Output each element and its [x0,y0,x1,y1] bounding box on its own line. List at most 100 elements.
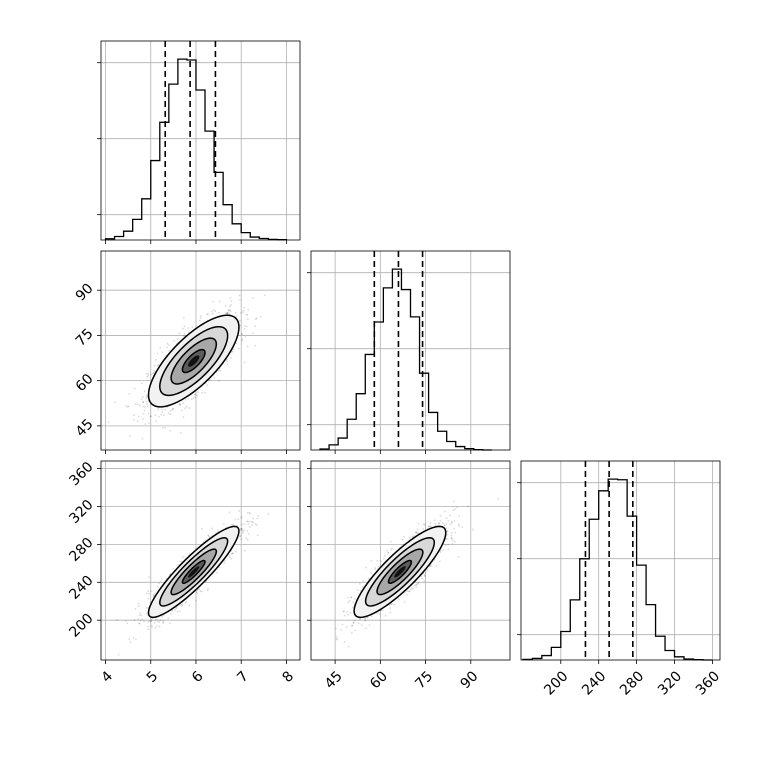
scatter-point [126,622,129,625]
scatter-point [134,608,137,610]
scatter-point [147,620,150,623]
scatter-point [383,555,386,557]
scatter-point [251,520,253,523]
scatter-point [445,522,448,525]
scatter-point [199,590,202,592]
density-peak [188,355,200,367]
scatter-point [379,613,381,615]
scatter-point [435,565,438,567]
scatter-point [343,641,346,643]
scatter-point [237,347,240,350]
scatter-point [245,325,248,328]
scatter-point [211,310,213,313]
scatter-point [167,617,170,620]
scatter-point [242,309,245,312]
scatter-point [153,621,156,624]
scatter-point [350,596,353,599]
scatter-point [145,397,148,399]
x-tick-label: 320 [655,668,685,698]
scatter-point [167,412,170,415]
scatter-point [457,523,460,526]
scatter-point [387,552,390,554]
scatter-point [174,608,177,611]
scatter-point [467,505,470,508]
scatter-point [429,522,432,525]
scatter-point [153,592,156,595]
scatter-panel-param-0-vs-param-1: 45 60 75 90 [73,250,301,454]
scatter-point [150,620,153,622]
scatter-point [352,622,355,625]
scatter-point [357,622,360,625]
scatter-point [153,370,156,372]
scatter-point [410,587,413,589]
scatter-point [235,342,238,345]
scatter-point [239,535,241,538]
scatter-point [244,549,246,552]
scatter-point [132,637,135,639]
y-tick-label: 200 [66,611,96,641]
scatter-point [452,509,455,512]
contour-line [159,325,229,397]
scatter-point [241,339,244,342]
scatter-point [409,536,411,539]
scatter-point [229,309,231,311]
scatter-point [231,552,234,555]
scatter-point [181,556,184,559]
scatter-point [442,549,444,552]
scatter-point [142,401,145,404]
scatter-point [224,312,227,315]
scatter-point [146,403,149,405]
scatter-point [414,531,417,534]
scatter-point [218,311,220,314]
scatter-point [360,624,363,627]
scatter-point [238,294,241,297]
scatter-point [152,594,155,596]
scatter-point [251,524,253,526]
scatter-panel-param-1-vs-param-2: 45 60 75 90 [307,460,511,692]
scatter-point [126,406,129,408]
scatter-point [230,300,233,302]
scatter-point [207,534,210,536]
scatter-point [430,525,432,528]
scatter-point [206,589,209,592]
scatter-point [352,606,354,609]
scatter-point [183,333,186,335]
scatter-point [214,310,217,313]
scatter-point [188,604,191,607]
scatter-point [442,522,444,525]
scatter-point [229,556,231,559]
scatter-point [153,372,155,374]
scatter-point [228,511,231,514]
scatter-point [446,530,449,533]
scatter-point [128,392,131,395]
scatter-point [154,619,157,621]
scatter-point [239,298,241,301]
scatter-point [149,590,152,593]
scatter-point [162,414,165,417]
scatter-point [132,418,135,421]
contour-line [170,337,218,385]
scatter-point [412,587,414,590]
histogram-panel-param-1 [307,250,511,454]
scatter-point [171,610,174,612]
scatter-point [145,394,148,397]
scatter-point [453,528,455,530]
contour-line [170,548,218,596]
scatter-point [182,317,185,319]
scatter-point [138,622,141,625]
scatter-point [408,590,411,593]
scatter-point [415,584,417,586]
scatter-point [422,523,425,526]
scatter-point [164,426,166,429]
scatter-point [228,309,230,312]
scatter-point [155,358,157,361]
scatter-point [451,522,453,524]
scatter-point [229,297,232,299]
scatter-point [455,506,458,509]
scatter-point [347,601,350,603]
scatter-point [438,522,440,525]
scatter-point [147,590,150,593]
scatter-point [389,540,392,543]
scatter-point [439,551,442,553]
scatter-point [183,325,186,328]
